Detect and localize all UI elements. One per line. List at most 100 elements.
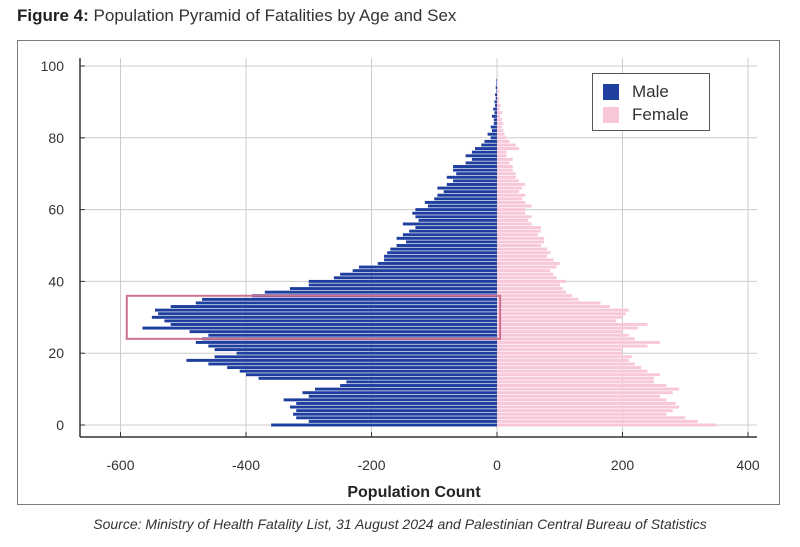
x-tick-labels: -600 -400 -200 0 200 400 — [106, 457, 759, 473]
female-bar-age-77 — [497, 147, 519, 151]
female-bar-age-27 — [497, 326, 639, 330]
female-bar-age-82 — [497, 129, 504, 133]
male-bar-age-32 — [155, 308, 497, 312]
female-bar-age-48 — [497, 251, 551, 255]
male-bar-age-52 — [396, 236, 497, 240]
female-bar-age-16 — [497, 366, 642, 370]
male-bar-age-3 — [293, 412, 497, 416]
male-bar-age-17 — [208, 362, 497, 366]
female-bar-age-29 — [497, 319, 617, 323]
male-bar-age-51 — [406, 240, 497, 244]
male-bars — [142, 78, 498, 427]
female-bar-age-28 — [497, 323, 648, 326]
female-bar-age-19 — [497, 355, 632, 359]
male-bar-age-29 — [164, 319, 498, 323]
male-bar-age-25 — [208, 333, 497, 337]
female-bar-age-94 — [497, 86, 499, 90]
male-bar-age-38 — [289, 287, 497, 291]
y-tick-label: 80 — [48, 130, 64, 146]
female-bar-age-34 — [497, 301, 601, 305]
male-bar-age-39 — [308, 283, 497, 287]
x-tick-label: -200 — [357, 457, 385, 473]
figure-title: Figure 4: Population Pyramid of Fataliti… — [17, 6, 456, 26]
female-bar-age-86 — [497, 114, 501, 118]
male-bar-age-8 — [308, 394, 497, 398]
female-bar-age-83 — [497, 125, 503, 129]
legend-label-female: Female — [632, 105, 689, 124]
female-bar-age-95 — [497, 82, 498, 86]
male-bar-age-71 — [453, 168, 497, 172]
male-bar-age-6 — [296, 401, 497, 405]
female-bar-age-21 — [497, 348, 623, 352]
female-bar-age-11 — [497, 384, 667, 387]
y-tick-label: 0 — [56, 417, 64, 433]
male-bar-age-18 — [186, 358, 497, 362]
male-bar-age-74 — [471, 157, 497, 161]
female-bar-age-52 — [497, 236, 545, 240]
source-note: Source: Ministry of Health Fatality List… — [93, 516, 707, 532]
female-bar-age-40 — [497, 279, 567, 283]
male-bar-age-34 — [195, 301, 498, 305]
female-bar-age-50 — [497, 244, 541, 247]
female-bar-age-4 — [497, 409, 673, 413]
figure-label: Figure 4: — [17, 6, 89, 25]
male-bar-age-12 — [346, 380, 497, 384]
male-bar-age-47 — [384, 254, 497, 258]
female-bar-age-12 — [497, 380, 654, 384]
male-bar-age-30 — [151, 315, 497, 319]
male-bar-age-13 — [258, 376, 497, 380]
female-bar-age-78 — [497, 143, 516, 147]
female-bar-age-67 — [497, 182, 526, 186]
female-bar-age-58 — [497, 215, 532, 219]
female-bar-age-14 — [497, 373, 661, 377]
male-bar-age-62 — [424, 200, 497, 204]
female-bar-age-22 — [497, 344, 648, 348]
female-bar-age-71 — [497, 168, 513, 172]
female-bar-age-13 — [497, 376, 654, 380]
female-bar-age-1 — [497, 419, 698, 423]
female-bar-age-47 — [497, 254, 548, 258]
female-bar-age-59 — [497, 211, 526, 215]
male-bar-age-41 — [333, 276, 497, 280]
x-axis-label: Population Count — [347, 484, 481, 501]
female-bar-age-81 — [497, 132, 505, 136]
female-bar-age-32 — [497, 308, 629, 312]
y-tick-labels: 0 20 40 60 80 100 — [41, 58, 65, 433]
female-bar-age-35 — [497, 297, 579, 301]
female-bar-age-41 — [497, 276, 557, 280]
male-bar-age-15 — [239, 369, 497, 373]
female-bar-age-56 — [497, 222, 532, 226]
y-tick-label: 20 — [48, 345, 64, 361]
male-bar-age-65 — [443, 190, 497, 194]
female-bar-age-69 — [497, 175, 516, 179]
male-bar-age-7 — [283, 398, 497, 402]
female-bar-age-85 — [497, 118, 503, 122]
female-bar-age-23 — [497, 340, 661, 344]
x-tick-label: -400 — [232, 457, 260, 473]
female-bar-age-37 — [497, 290, 567, 294]
legend-item-male: Male — [603, 82, 669, 102]
male-bar-age-53 — [402, 233, 497, 237]
x-tick-label: 200 — [611, 457, 635, 473]
male-bar-age-72 — [453, 165, 497, 168]
female-bar-age-75 — [497, 154, 507, 158]
female-bar-age-76 — [497, 150, 507, 154]
female-bar-age-93 — [497, 89, 499, 93]
male-bar-age-69 — [446, 175, 497, 179]
female-bar-age-2 — [497, 416, 686, 420]
male-bar-age-64 — [437, 193, 497, 197]
male-bar-age-68 — [453, 179, 497, 183]
female-bar-age-3 — [497, 412, 667, 416]
y-tick-label: 100 — [41, 58, 65, 74]
male-bar-age-5 — [289, 405, 497, 409]
male-bar-age-43 — [352, 269, 497, 273]
male-bar-age-20 — [236, 351, 497, 355]
male-bar-age-9 — [302, 391, 497, 395]
female-bar-age-54 — [497, 229, 541, 233]
y-tick-label: 40 — [48, 273, 64, 289]
female-bar-age-0 — [497, 423, 717, 427]
female-bar-age-90 — [497, 100, 499, 104]
male-bar-age-1 — [308, 419, 497, 423]
female-bar-age-44 — [497, 265, 557, 269]
axes — [79, 58, 757, 438]
